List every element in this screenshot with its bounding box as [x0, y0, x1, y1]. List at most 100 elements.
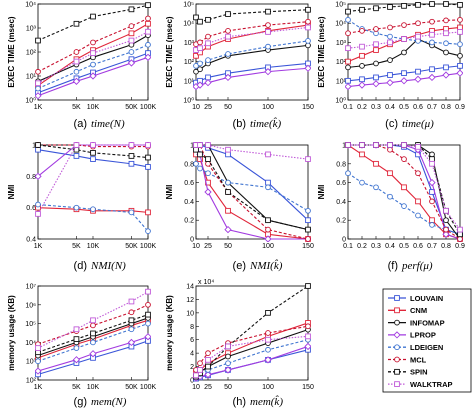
data-point-ldeigen: [128, 326, 135, 333]
data-point-louvain: [443, 64, 449, 71]
x-tick-label: 100K: [140, 243, 157, 250]
data-point-mcl: [401, 22, 407, 28]
data-point-ldeigen: [73, 68, 80, 75]
data-point-walktrap: [415, 33, 421, 40]
series-line-walktrap: [348, 144, 461, 230]
panel-caption-function: time(k̂): [250, 117, 281, 130]
data-point-mcl: [145, 301, 151, 308]
data-point-spin: [73, 336, 80, 342]
data-point-walktrap: [345, 142, 351, 148]
data-point-louvain: [457, 63, 463, 69]
legend-marker-spin: [394, 368, 400, 375]
series-line-walktrap: [195, 26, 309, 51]
data-point-spin: [145, 311, 151, 318]
data-point-mcl: [73, 49, 80, 55]
data-point-ldeigen: [387, 33, 393, 40]
data-point-ldeigen: [225, 51, 231, 57]
data-point-spin: [128, 153, 135, 159]
series-line-ldeigen: [195, 40, 309, 67]
x-tick-label: 0.9: [455, 104, 465, 111]
data-point-cnm: [225, 207, 231, 214]
series-group: [345, 1, 463, 91]
x-tick-label: 0.7: [427, 243, 437, 250]
data-point-ldeigen: [265, 346, 271, 353]
panel-d: 0.4 0.6 0.8 1 1K 5K 10K 50K 100K NMI (d) NMI(N): [7, 142, 156, 272]
panel-caption-function: mem(k̂): [250, 395, 283, 408]
data-point-lprop: [72, 77, 81, 85]
y-tick-label: 0.6: [184, 180, 194, 187]
data-point-cnm: [373, 47, 379, 53]
data-point-ldeigen: [197, 60, 203, 67]
data-point-walktrap: [305, 333, 311, 340]
data-point-spin: [457, 231, 463, 238]
x-tick-label: 5K: [72, 243, 81, 250]
data-point-lprop: [264, 356, 272, 364]
data-point-louvain: [373, 74, 379, 81]
data-point-spin: [429, 1, 435, 7]
data-point-infomap: [457, 52, 463, 59]
data-point-mcl: [359, 27, 365, 34]
data-point-ldeigen: [373, 184, 379, 191]
data-point-ldeigen: [443, 40, 449, 47]
data-point-infomap: [401, 49, 407, 56]
series-group: [345, 142, 463, 242]
data-point-ldeigen: [197, 165, 203, 172]
data-point-walktrap: [265, 336, 271, 343]
series-group: [193, 283, 311, 382]
data-point-lprop: [127, 59, 136, 67]
y-tick-label: 10³: [184, 40, 195, 47]
legend-marker-louvain: [394, 295, 400, 301]
data-point-lprop: [414, 75, 422, 83]
data-point-spin: [305, 6, 311, 13]
data-point-lprop: [224, 225, 232, 234]
data-point-walktrap: [197, 45, 203, 52]
data-point-lprop: [89, 350, 97, 358]
legend-label-walktrap: WALKTRAP: [410, 380, 453, 389]
series-line-walktrap: [195, 335, 309, 376]
data-point-walktrap: [429, 160, 435, 167]
data-point-walktrap: [225, 343, 231, 350]
data-point-lprop: [264, 68, 272, 76]
y-tick-label: 0.8: [26, 174, 36, 181]
data-point-louvain: [429, 66, 435, 73]
series-line-mcl: [196, 144, 309, 240]
data-point-infomap: [359, 63, 365, 69]
data-point-ldeigen: [128, 209, 135, 216]
series-group: [193, 6, 311, 91]
data-point-spin: [128, 6, 135, 13]
x-tick-label: 5K: [72, 104, 81, 111]
data-point-spin: [225, 189, 231, 195]
data-point-walktrap: [205, 40, 211, 47]
data-point-ldeigen: [225, 360, 231, 367]
data-point-louvain: [305, 217, 311, 224]
data-point-spin: [401, 3, 407, 9]
data-point-louvain: [387, 72, 393, 78]
panel-caption-letter: (c): [385, 118, 398, 130]
data-point-mcl: [265, 330, 271, 336]
series-line-louvain: [195, 62, 309, 84]
data-point-spin: [128, 317, 135, 324]
x-tick-label: 10: [192, 104, 200, 111]
x-tick-label: 50: [224, 243, 232, 250]
data-point-walktrap: [443, 207, 449, 214]
data-point-walktrap: [90, 142, 96, 148]
panel-caption-function: mem(N): [91, 396, 127, 408]
data-point-mcl: [90, 39, 96, 46]
data-point-lprop: [442, 230, 450, 238]
data-point-mcl: [145, 15, 151, 22]
data-point-mcl: [345, 30, 351, 37]
data-point-spin: [197, 151, 203, 158]
series-line-lprop: [195, 67, 309, 88]
y-axis-label: memory usage (KB): [165, 295, 174, 371]
panel-a: 10⁰ 10¹ 10² 10³ 10⁴ 1K 5K 10K 50K 100K EXEC TIME (…: [7, 2, 156, 131]
data-point-infomap: [197, 66, 203, 73]
data-point-walktrap: [128, 37, 135, 44]
data-point-ldeigen: [145, 41, 151, 48]
y-tick-label: 0.8: [184, 161, 194, 168]
data-point-cnm: [345, 58, 351, 65]
data-point-spin: [265, 8, 271, 15]
data-point-lprop: [204, 370, 212, 379]
legend-label-spin: SPIN: [410, 368, 428, 377]
y-tick-label: 10⁵: [335, 2, 346, 9]
data-point-louvain: [265, 179, 271, 186]
